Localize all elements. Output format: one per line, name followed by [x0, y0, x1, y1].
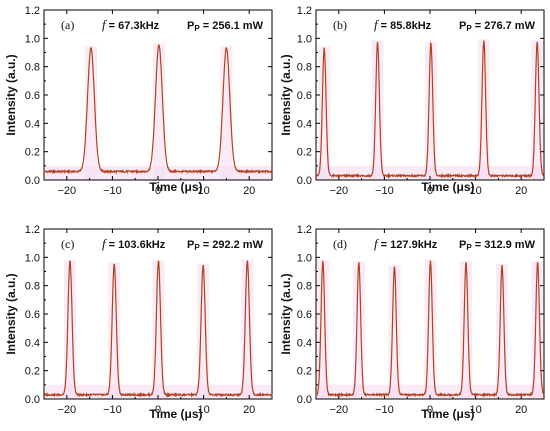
y-tick-label: 0.2 [25, 366, 40, 378]
y-tick-label: 0.4 [25, 337, 40, 349]
y-tick-label: 0.6 [297, 309, 312, 321]
pulse-peak [483, 40, 485, 42]
pulse-peak [501, 265, 503, 267]
y-tick-label: 1.2 [25, 224, 40, 236]
x-tick-label: −10 [375, 404, 394, 416]
x-tick-label: −20 [329, 185, 348, 197]
y-tick-label: 0.0 [297, 394, 312, 406]
x-tick-label: 20 [515, 185, 527, 197]
x-tick-label: 0 [427, 185, 433, 197]
pulse-peak [158, 44, 160, 47]
pulse-peak [376, 41, 379, 44]
y-tick-label: 1.2 [297, 224, 312, 236]
pulse-trace [43, 43, 273, 175]
pulse-peak [69, 260, 71, 263]
y-tick-label: 1.0 [25, 252, 40, 264]
y-tick-label: 0.8 [297, 62, 312, 74]
y-tick-label: 0.0 [25, 394, 40, 406]
x-tick-label: 20 [243, 404, 255, 416]
y-axis-title: Intensity (a.u.) [4, 273, 18, 354]
y-tick-label: 0.8 [297, 281, 312, 293]
pulse-trace [315, 41, 545, 179]
x-tick-label: 20 [243, 185, 255, 197]
pulse-trace [43, 259, 273, 398]
panel-a: −20 −10 0 10 20 0.0 0.2 0.4 0.6 0.8 1.0 1.2 (a) f = 6… [4, 5, 273, 197]
power-label: PP = 312.9 mW [459, 239, 536, 252]
frequency-label: f = 67.3kHz [102, 17, 160, 32]
pulse-peak [393, 266, 396, 269]
y-tick-label: 0.8 [25, 62, 40, 74]
panel-label: (b) [333, 18, 347, 32]
x-tick-label: 10 [197, 404, 209, 416]
pulse-peak [90, 47, 92, 50]
x-tick-label: −20 [57, 185, 76, 197]
pulse-trace [315, 259, 545, 398]
x-tick-label: 10 [469, 185, 481, 197]
pulse-peak [113, 263, 116, 266]
power-label: PP = 256.1 mW [187, 20, 264, 33]
panel-d: −20 −10 0 10 20 0.0 0.2 0.4 0.6 0.8 1.0 1.2 (d) f = 1… [279, 224, 545, 421]
y-axis-title: Intensity (a.u.) [4, 54, 18, 135]
y-tick-label: 0.6 [297, 90, 312, 102]
pulse-peak [323, 47, 326, 50]
y-tick-label: 0.4 [297, 118, 312, 130]
x-tick-label: 0 [427, 404, 433, 416]
pulse-peak [202, 265, 204, 267]
y-tick-label: 1.2 [297, 5, 312, 17]
x-tick-label: −10 [103, 404, 122, 416]
y-tick-label: 1.0 [25, 33, 40, 45]
x-axis-title: Time (μs) [421, 407, 474, 421]
x-tick-label: −20 [329, 404, 348, 416]
y-tick-label: 0.6 [25, 90, 40, 102]
x-axis-title: Time (μs) [421, 180, 474, 194]
panel-c: −20 −10 0 10 20 0.0 0.2 0.4 0.6 0.8 1.0 1.2 (c) f = 1… [4, 224, 273, 421]
panel-label: (a) [61, 18, 74, 32]
x-tick-label: 10 [197, 185, 209, 197]
y-tick-label: 1.0 [297, 252, 312, 264]
pulse-peak [246, 260, 249, 263]
x-tick-label: 20 [515, 404, 527, 416]
y-tick-label: 0.8 [25, 281, 40, 293]
frequency-label: f = 127.9kHz [374, 236, 438, 251]
x-tick-label: 0 [155, 185, 161, 197]
pulse-peak [430, 43, 432, 45]
panel-b: −20 −10 0 10 20 0.0 0.2 0.4 0.6 0.8 1.0 1.2 (b) f = 8… [279, 5, 545, 197]
y-tick-label: 0.4 [297, 337, 312, 349]
x-tick-label: −20 [57, 404, 76, 416]
y-tick-label: 0.2 [25, 147, 40, 159]
y-tick-label: 0.2 [297, 147, 312, 159]
power-label: PP = 276.7 mW [459, 20, 536, 33]
x-tick-label: −10 [103, 185, 122, 197]
y-tick-label: 0.0 [297, 175, 312, 187]
pulse-peak [465, 262, 467, 264]
pulse-peak [225, 47, 228, 50]
panel-label: (c) [61, 237, 74, 251]
y-tick-label: 0.2 [297, 366, 312, 378]
pulse-peak [358, 262, 360, 264]
y-axis-title: Intensity (a.u.) [279, 54, 293, 135]
pulse-peak [429, 260, 432, 263]
pulse-peak [536, 41, 538, 44]
y-tick-label: 1.2 [25, 5, 40, 17]
power-label: PP = 292.2 mW [187, 239, 264, 252]
frequency-label: f = 85.8kHz [374, 17, 432, 32]
y-axis-title: Intensity (a.u.) [279, 273, 293, 354]
y-tick-label: 1.0 [297, 33, 312, 45]
panel-label: (d) [333, 237, 347, 251]
x-tick-label: −10 [375, 185, 394, 197]
x-axis-title: Time (μs) [149, 407, 202, 421]
x-tick-label: 10 [469, 404, 481, 416]
frequency-label: f = 103.6kHz [102, 236, 166, 251]
x-axis-title: Time (μs) [149, 180, 202, 194]
pulse-peak [157, 260, 160, 263]
y-tick-label: 0.6 [25, 309, 40, 321]
y-tick-label: 0.4 [25, 118, 40, 130]
x-tick-label: 0 [155, 404, 161, 416]
y-tick-label: 0.0 [25, 175, 40, 187]
pulse-peak [536, 262, 539, 264]
pulse-peak [322, 260, 324, 263]
